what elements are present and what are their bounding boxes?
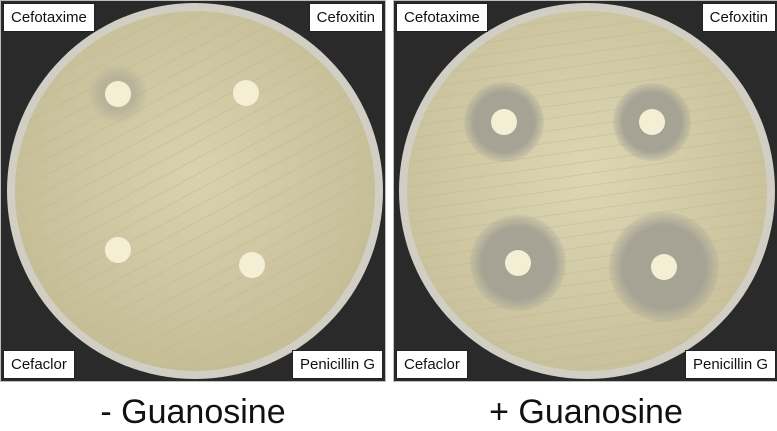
label-cefaclor: Cefaclor [396,350,468,379]
caption-minus-guanosine: - Guanosine [100,393,286,431]
antibiotic-disc-cefoxitin [639,109,665,135]
caption-plus-guanosine: + Guanosine [489,393,683,431]
label-penicillin-g: Penicillin G [684,350,776,379]
antibiotic-disc-cefaclor [505,250,531,276]
petri-dish-panel-plus-guanosine: Cefotaxime Cefoxitin Cefaclor Penicillin… [393,0,777,382]
antibiotic-disc-penicillin-g [239,252,265,278]
antibiotic-disc-cefotaxime [491,109,517,135]
label-cefotaxime: Cefotaxime [396,3,488,32]
antibiotic-disc-penicillin-g [651,254,677,280]
antibiotic-disc-cefaclor [105,237,131,263]
label-penicillin-g: Penicillin G [291,350,383,379]
antibiotic-disc-cefoxitin [233,80,259,106]
label-cefoxitin: Cefoxitin [701,3,776,32]
label-cefotaxime: Cefotaxime [3,3,95,32]
label-cefaclor: Cefaclor [3,350,75,379]
antibiotic-disc-cefotaxime [105,81,131,107]
label-cefoxitin: Cefoxitin [308,3,383,32]
petri-dish-image [394,1,777,381]
petri-dish-panel-minus-guanosine: Cefotaxime Cefoxitin Cefaclor Penicillin… [0,0,386,382]
petri-dish-image [1,1,385,381]
